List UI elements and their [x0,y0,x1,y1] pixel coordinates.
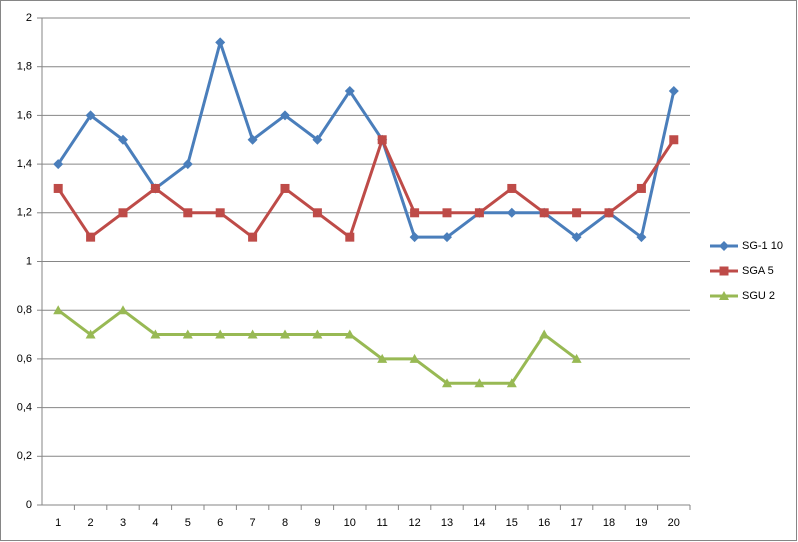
marker [636,232,647,243]
y-tick-label: 1,8 [17,61,32,73]
x-tick-label: 10 [344,517,356,529]
marker [215,329,226,339]
y-tick-label: 0,8 [17,304,32,316]
marker [409,232,420,243]
marker [539,329,550,339]
marker [118,208,128,218]
marker [409,353,420,363]
series-line [56,40,676,239]
marker [183,208,193,218]
marker [280,110,290,121]
x-tick-label: 1 [55,517,61,529]
y-tick-label: 1,6 [17,109,32,121]
marker [442,378,452,388]
marker [571,353,582,363]
marker [118,134,128,145]
y-tick-label: 0,4 [17,402,32,414]
legend-label: SGU 2 [742,290,775,302]
y-tick-label: 2 [26,12,32,24]
marker [280,183,290,193]
y-tick-label: 1,4 [17,158,32,170]
marker [377,353,388,363]
x-tick-label: 2 [88,517,94,529]
marker [442,232,452,243]
marker [182,329,193,339]
x-tick-label: 9 [314,517,320,529]
marker [118,305,128,315]
marker [344,86,355,97]
marker [248,232,258,242]
marker [344,329,355,339]
marker [474,378,485,388]
x-tick-label: 15 [506,517,518,529]
x-tick-label: 19 [635,517,647,529]
x-tick-label: 3 [120,517,126,529]
marker [280,329,290,339]
x-tick-label: 8 [282,517,288,529]
marker [345,232,355,242]
legend-label: SGA 5 [742,265,774,277]
marker [247,329,258,339]
legend-marker [719,266,729,276]
marker [604,208,614,218]
marker [150,183,160,193]
marker [410,208,420,218]
marker [86,232,96,242]
x-tick-label: 20 [668,517,680,529]
x-tick-label: 14 [473,517,485,529]
marker [669,135,679,145]
marker [312,329,323,339]
y-tick-label: 0 [26,499,32,511]
x-tick-label: 17 [570,517,582,529]
marker [312,134,323,145]
marker [53,159,64,170]
marker [150,329,161,339]
x-tick-label: 4 [152,517,158,529]
marker [85,329,96,339]
legend-label: SG-1 10 [742,240,783,252]
x-tick-label: 18 [603,517,615,529]
x-tick-label: 16 [538,517,550,529]
legend-marker [719,241,729,251]
marker [571,232,582,243]
marker [507,183,517,193]
marker [668,86,679,97]
marker [377,135,387,145]
marker [247,134,258,145]
marker [312,208,322,218]
marker [506,378,517,388]
marker [215,208,225,218]
marker [53,305,64,315]
series-line [56,138,676,239]
marker [636,183,646,193]
x-tick-label: 5 [185,517,191,529]
marker [474,208,484,218]
y-tick-label: 0,2 [17,450,32,462]
y-tick-label: 1 [26,255,32,267]
marker [506,207,517,218]
x-tick-label: 12 [408,517,420,529]
x-tick-label: 7 [250,517,256,529]
y-tick-label: 1,2 [17,207,32,219]
y-tick-label: 0,6 [17,353,32,365]
marker [85,110,96,121]
x-tick-label: 6 [217,517,223,529]
marker [572,208,582,218]
marker [215,37,226,48]
marker [442,208,452,218]
marker [182,159,193,170]
marker [53,183,63,193]
marker [539,208,549,218]
x-tick-label: 13 [441,517,453,529]
legend-marker [719,291,729,300]
x-tick-label: 11 [376,517,387,529]
